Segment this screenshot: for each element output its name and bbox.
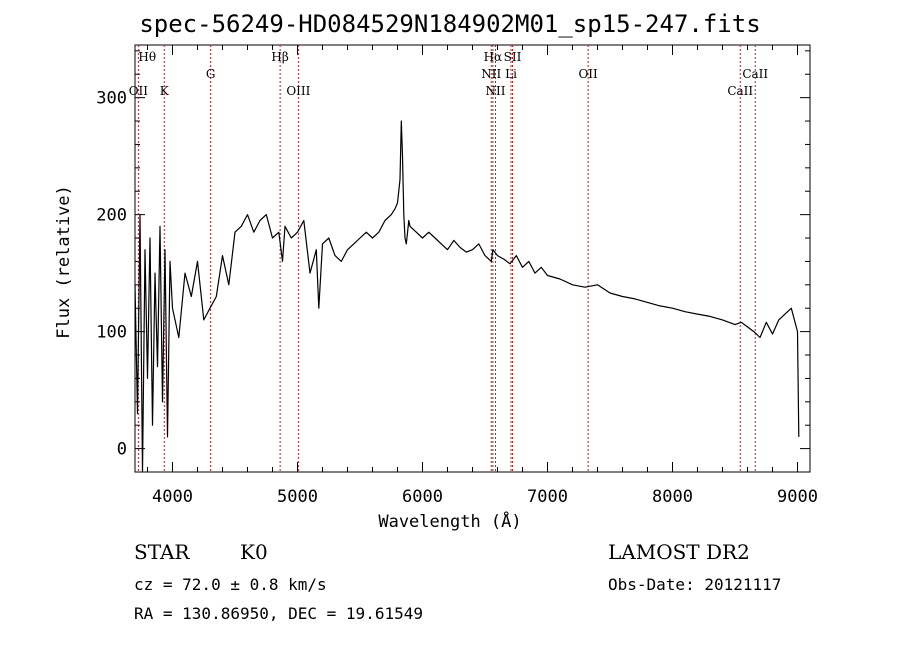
plot-frame (134, 44, 811, 473)
y-tick-label-2: 200 (96, 206, 127, 226)
line-label-8: NII (481, 67, 501, 81)
y-axis-label: Flux (relative) (54, 185, 74, 339)
line-label-12: CaII (742, 67, 768, 81)
object-subclass: K0 (240, 540, 268, 564)
line-label-0: Hθ (138, 50, 156, 64)
spectrum-line-0 (134, 120, 800, 473)
line-label-11: OII (578, 67, 598, 81)
y-tick-label-1: 100 (96, 323, 127, 343)
x-tick-label-2: 6000 (402, 487, 443, 507)
line-label-9: Li (505, 67, 517, 81)
coordinates-text: RA = 130.86950, DEC = 19.61549 (134, 604, 423, 623)
line-label-10: NII (486, 84, 506, 98)
survey-name: LAMOST DR2 (608, 540, 750, 564)
x-tick-label-5: 9000 (777, 487, 818, 507)
line-label-7: SII (504, 50, 522, 64)
redshift-text: cz = 72.0 ± 0.8 km/s (134, 575, 327, 594)
chart-title: spec-56249-HD084529N184902M01_sp15-247.f… (139, 10, 761, 38)
x-axis-label: Wavelength (Å) (378, 512, 522, 532)
object-class: STAR (134, 540, 190, 564)
y-tick-label-3: 300 (96, 89, 127, 109)
line-label-2: K (160, 84, 170, 98)
x-tick-label-0: 4000 (152, 487, 193, 507)
x-tick-label-4: 8000 (652, 487, 693, 507)
y-tick-label-0: 0 (117, 440, 127, 460)
line-label-3: G (206, 67, 216, 81)
line-label-4: Hβ (271, 50, 288, 64)
line-label-5: OIII (286, 84, 310, 98)
line-label-6: Hα (484, 50, 503, 64)
x-tick-label-3: 7000 (527, 487, 568, 507)
obs-date: Obs-Date: 20121117 (608, 575, 782, 594)
x-tick-label-1: 5000 (277, 487, 318, 507)
line-label-1: OII (129, 84, 149, 98)
line-label-13: CaII (727, 84, 753, 98)
